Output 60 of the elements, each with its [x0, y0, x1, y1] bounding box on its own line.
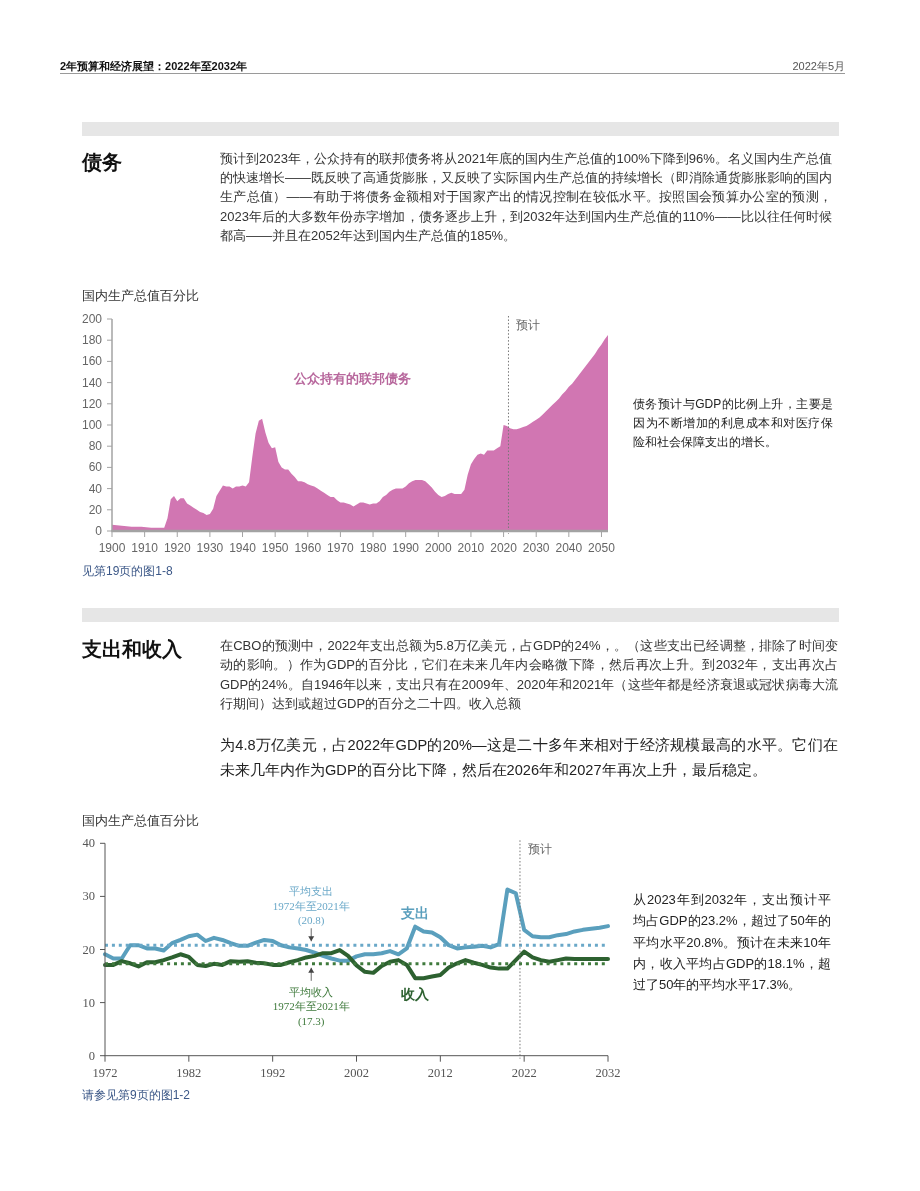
x-tick-label: 2032	[595, 1065, 621, 1080]
text: 债务预计与GDP的比例上升，主要是因为不断增加的利息成本和对医疗保险和社会保障支出的增长。	[633, 396, 833, 451]
x-tick-label: 1970	[327, 541, 355, 555]
x-tick-label: 2022	[511, 1065, 537, 1080]
y-tick-label: 20	[88, 502, 103, 517]
y-tick-label: 60	[88, 460, 103, 475]
x-tick-label: 2050	[588, 541, 616, 555]
y-tick-label: 20	[82, 942, 95, 957]
x-tick-label: 1910	[131, 541, 159, 555]
chart-subtitle: 在CBO的预测中，2022年支出总额为5.8万亿美元，占GDP的24%，。（这些支出已经调整，排除了时间变动的影响。）作为GDP的百分比，它们在未来几年内会略微下降，然后再次上升。到2032年，支出再次占GDP的24%。自1946年以来，支出只有在2009年、2020年和2021年（这些年都是经济衰退或冠状病毒大流行期间）达到或超过GDP的百分之二十四。收入总额	[220, 637, 838, 714]
y-tick-label: 140	[81, 375, 103, 390]
y-tick-label: 100	[81, 418, 103, 432]
y-axis-title: 国内生产总值百分比	[82, 814, 199, 828]
y-tick-label: 0	[88, 1048, 95, 1063]
y-tick-label: 30	[82, 889, 95, 904]
x-tick-label: 2012	[427, 1065, 453, 1080]
y-tick-label: 0	[95, 524, 103, 538]
y-tick-label: 200	[81, 312, 103, 326]
y-tick-label: 40	[88, 481, 103, 496]
x-tick-label: 2002	[344, 1065, 369, 1080]
y-tick-label: 40	[82, 836, 95, 851]
x-tick-label: 2030	[522, 541, 550, 555]
ref-line-label: 平均支出 1972年至2021年 (20.8)	[272, 885, 350, 928]
ref-line-label: 预计	[527, 843, 552, 856]
x-tick-label: 1930	[196, 541, 224, 555]
chart-subtitle: 预计到2023年，公众持有的联邦债务将从2021年底的国内生产总值的100%下降到96%。名义国内生产总值的快速增长——既反映了高通货膨胀，又反映了实际国内生产总值的持续增长（即消除通货膨胀影响的国内生产总值）——有助于将债务金额相对于国家产出的情况控制在较低水平。按照国会预算办公室的预测，2023年后的大多数年份赤字增加，债务逐步上升，到2032年达到国内生产总值的110%——比以往任何时候都高——并且在2052年达到国内生产总值的185%。	[220, 150, 832, 245]
y-tick-label: 160	[81, 354, 103, 369]
text: 2年预算和经济展望：2022年至2032年	[60, 59, 248, 74]
series-label: 支出	[399, 904, 429, 921]
chart-title: 债务	[82, 150, 122, 175]
x-tick-label: 1950	[261, 541, 289, 555]
ref-line-label: 平均收入 1972年至2021年 (17.3)	[272, 985, 350, 1028]
x-tick-label: 1960	[294, 541, 322, 555]
text: 见第19页的图1-8	[82, 563, 173, 580]
x-tick-label: 2010	[457, 541, 485, 555]
x-tick-label: 1980	[359, 541, 387, 555]
x-tick-label: 1920	[163, 541, 191, 555]
x-tick-label: 1900	[98, 541, 126, 555]
x-tick-label: 1940	[229, 541, 257, 555]
series-label: 收入	[400, 986, 430, 1003]
text: 为4.8万亿美元，占2022年GDP的20%—这是二十多年来相对于经济规模最高的水平。它们在未来几年内作为GDP的百分比下降，然后在2026年和2027年再次上升，最后稳定。	[220, 736, 838, 780]
x-tick-label: 1990	[392, 541, 420, 555]
text: 请参见第9页的图1-2	[82, 1087, 191, 1104]
y-tick-label: 180	[81, 333, 103, 348]
x-tick-label: 2000	[424, 541, 452, 555]
line-series	[103, 887, 610, 963]
x-tick-label: 2020	[490, 541, 518, 555]
text: 2022年5月	[792, 59, 845, 74]
y-tick-label: 120	[81, 396, 103, 411]
y-tick-label: 80	[88, 439, 103, 454]
text: 公众持有的联邦债务	[293, 370, 412, 386]
x-tick-label: 2040	[555, 541, 583, 555]
x-tick-label: 1982	[176, 1065, 202, 1080]
x-tick-label: 1972	[92, 1065, 118, 1080]
y-axis-title: 国内生产总值百分比	[82, 289, 199, 303]
y-tick-label: 10	[82, 995, 95, 1010]
chart-title: 支出和收入	[82, 637, 182, 662]
x-tick-label: 1992	[260, 1065, 286, 1080]
text: 从2023年到2032年，支出预计平均占GDP的23.2%，超过了50年的平均水平20.8%。预计在未来10年内，收入平均占GDP的18.1%，超过了50年的平均水平17.3%。	[633, 891, 831, 995]
ref-line-label: 预计	[516, 319, 541, 331]
